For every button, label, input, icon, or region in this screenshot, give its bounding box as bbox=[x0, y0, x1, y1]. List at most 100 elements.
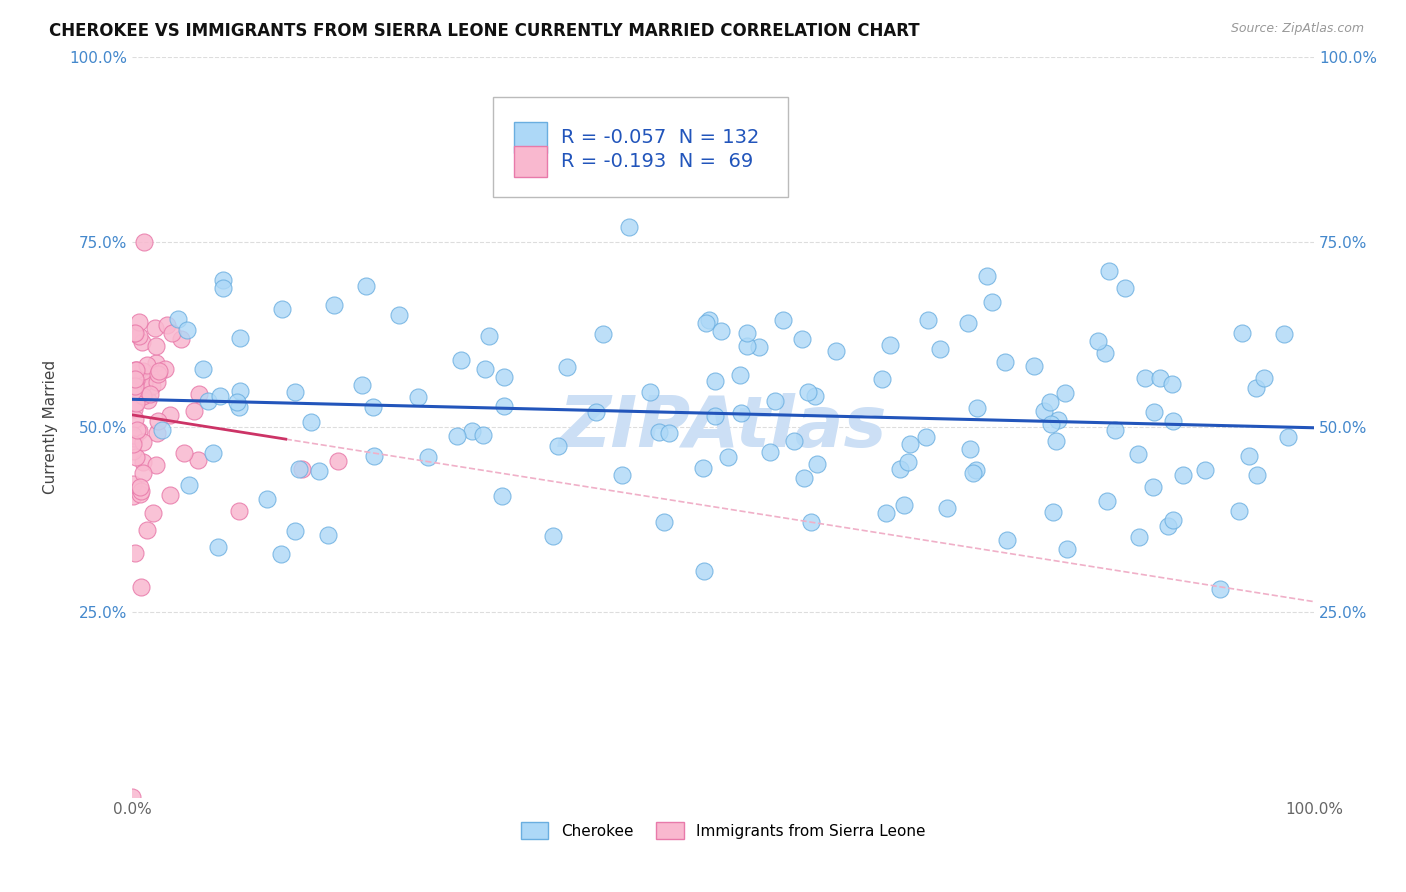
Point bbox=[143, 321, 166, 335]
Point bbox=[797, 385, 820, 400]
Point bbox=[875, 507, 897, 521]
Point bbox=[1246, 467, 1268, 482]
Point bbox=[1095, 494, 1118, 508]
Point bbox=[1045, 434, 1067, 448]
Point bbox=[299, 415, 322, 429]
Point bbox=[658, 426, 681, 441]
Point bbox=[640, 385, 662, 400]
Point bbox=[308, 464, 330, 478]
Point bbox=[142, 506, 165, 520]
Point bbox=[460, 424, 482, 438]
Point bbox=[124, 326, 146, 340]
Point bbox=[136, 393, 159, 408]
Point bbox=[132, 466, 155, 480]
Point bbox=[1114, 281, 1136, 295]
Point bbox=[1253, 370, 1275, 384]
Point bbox=[150, 423, 173, 437]
Point bbox=[122, 378, 145, 392]
Point bbox=[229, 331, 252, 345]
Legend: Cherokee, Immigrants from Sierra Leone: Cherokee, Immigrants from Sierra Leone bbox=[515, 815, 931, 846]
Text: R = -0.057  N = 132: R = -0.057 N = 132 bbox=[561, 128, 759, 147]
Point bbox=[1157, 519, 1180, 533]
Point bbox=[956, 317, 979, 331]
Point bbox=[697, 312, 720, 326]
Point bbox=[800, 515, 823, 529]
Point bbox=[492, 399, 515, 413]
Point bbox=[1128, 530, 1150, 544]
Point bbox=[125, 396, 148, 410]
Point bbox=[1042, 505, 1064, 519]
Point bbox=[804, 389, 827, 403]
FancyBboxPatch shape bbox=[513, 145, 547, 177]
Point bbox=[129, 580, 152, 594]
Point bbox=[156, 318, 179, 333]
Point bbox=[146, 375, 169, 389]
Point bbox=[1209, 582, 1232, 596]
Point bbox=[710, 324, 733, 338]
Point bbox=[139, 386, 162, 401]
Point bbox=[145, 355, 167, 369]
Point bbox=[1239, 449, 1261, 463]
Point bbox=[693, 564, 716, 578]
Point bbox=[124, 546, 146, 560]
Point bbox=[929, 342, 952, 356]
Point bbox=[173, 445, 195, 459]
Point bbox=[450, 353, 472, 368]
Point bbox=[1054, 386, 1077, 401]
Point bbox=[159, 408, 181, 422]
Point bbox=[122, 428, 145, 442]
Point bbox=[124, 363, 146, 377]
Point bbox=[793, 470, 815, 484]
Point bbox=[183, 404, 205, 418]
Point bbox=[898, 437, 921, 451]
Point bbox=[128, 486, 150, 500]
Point bbox=[995, 533, 1018, 547]
Point bbox=[193, 362, 215, 376]
Point bbox=[153, 362, 176, 376]
Point bbox=[131, 454, 153, 468]
Point bbox=[125, 450, 148, 465]
Point bbox=[352, 377, 374, 392]
Point bbox=[492, 370, 515, 384]
Point bbox=[122, 444, 145, 458]
Point bbox=[146, 425, 169, 440]
Point bbox=[131, 334, 153, 349]
Point bbox=[541, 529, 564, 543]
Point bbox=[418, 450, 440, 464]
Point bbox=[132, 434, 155, 449]
Point bbox=[994, 355, 1017, 369]
Point bbox=[1277, 430, 1299, 444]
Point bbox=[1161, 414, 1184, 428]
Point bbox=[211, 280, 233, 294]
Point bbox=[592, 327, 614, 342]
Point bbox=[283, 524, 305, 538]
Point bbox=[612, 467, 634, 482]
Point bbox=[1022, 359, 1045, 373]
Point bbox=[128, 424, 150, 438]
Point bbox=[131, 369, 153, 384]
Point bbox=[717, 450, 740, 464]
Point bbox=[122, 402, 145, 417]
Point bbox=[585, 405, 607, 419]
Point bbox=[965, 463, 987, 477]
Point bbox=[893, 499, 915, 513]
Point bbox=[124, 372, 146, 386]
Point bbox=[806, 458, 828, 472]
Point bbox=[1094, 346, 1116, 360]
Point bbox=[132, 363, 155, 377]
Point bbox=[872, 372, 894, 386]
Point bbox=[388, 308, 411, 322]
Point bbox=[187, 387, 209, 401]
Point bbox=[159, 488, 181, 502]
Point bbox=[915, 429, 938, 443]
Point bbox=[228, 400, 250, 414]
Point bbox=[1104, 423, 1126, 437]
Point bbox=[125, 423, 148, 437]
Point bbox=[1046, 412, 1069, 426]
Point bbox=[208, 389, 231, 403]
Point bbox=[131, 389, 153, 403]
Point bbox=[127, 363, 149, 377]
Point bbox=[1173, 468, 1195, 483]
Point bbox=[763, 394, 786, 409]
Point bbox=[121, 790, 143, 805]
